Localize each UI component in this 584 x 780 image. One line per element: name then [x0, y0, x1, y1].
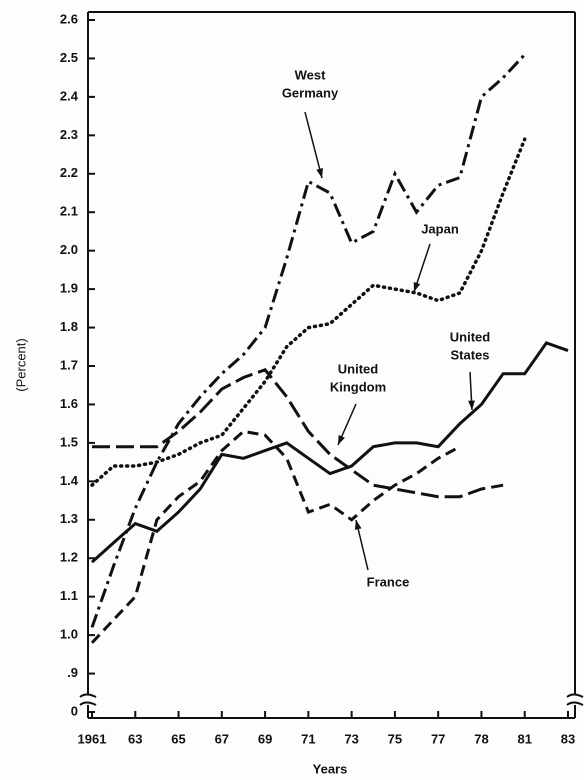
annotation: Japan [421, 221, 459, 236]
annotation: West [295, 67, 326, 82]
x-axis-label: Years [313, 761, 348, 776]
x-tick-label: 71 [301, 731, 315, 746]
y-tick-label: 1.5 [60, 434, 78, 449]
y-tick-label: 2.6 [60, 11, 78, 26]
y-tick-label: 2.5 [60, 50, 78, 65]
annotation: Kingdom [330, 379, 386, 394]
annotation: France [367, 574, 410, 589]
series-line [91, 341, 569, 564]
series-line [90, 53, 526, 628]
x-tick-label: 69 [258, 731, 272, 746]
x-tick-label: 83 [561, 731, 575, 746]
arrow-head [338, 435, 345, 445]
x-tick-label: 63 [128, 731, 142, 746]
arrow-head [468, 400, 475, 410]
y-tick-label: 1.4 [60, 473, 79, 488]
annotation: United [338, 361, 379, 376]
series-line [92, 368, 504, 499]
y-tick-label: .9 [67, 665, 78, 680]
annotation: United [450, 329, 491, 344]
x-tick-label: 65 [171, 731, 185, 746]
y-axis-label: (Percent) [13, 338, 28, 391]
y-tick-label: 2.2 [60, 165, 78, 180]
y-tick-label: 0 [71, 703, 78, 718]
y-tick-label: 1.7 [60, 357, 78, 372]
arrow-head [413, 282, 421, 292]
series-line [90, 137, 527, 487]
y-tick-label: 1.1 [60, 588, 78, 603]
y-tick-label: 1.6 [60, 396, 78, 411]
y-tick-label: 1.9 [60, 281, 78, 296]
arrow-head [354, 520, 362, 530]
y-tick-label: 1.2 [60, 550, 78, 565]
x-tick-label: 73 [344, 731, 358, 746]
y-tick-label: 1.3 [60, 511, 78, 526]
x-tick-label: 67 [215, 731, 229, 746]
annotation-arrow [304, 111, 323, 179]
x-tick-label: 81 [517, 731, 531, 746]
y-tick-label: 2.4 [60, 88, 79, 103]
y-tick-label: 2.1 [60, 204, 78, 219]
arrow-head [316, 168, 323, 178]
axes [79, 11, 584, 719]
y-tick-label: 1.0 [60, 627, 78, 642]
annotation: States [450, 347, 489, 362]
annotation: Germany [282, 85, 339, 100]
x-tick-label: 1961 [78, 731, 107, 746]
y-tick-label: 2.3 [60, 127, 78, 142]
series-line [90, 429, 461, 644]
x-tick-label: 77 [431, 731, 445, 746]
x-tick-label: 78 [474, 731, 488, 746]
y-tick-label: 2.0 [60, 242, 78, 257]
axis-break [566, 693, 584, 706]
x-tick-label: 75 [388, 731, 402, 746]
y-tick-label: 1.8 [60, 319, 78, 334]
axis-break [79, 693, 97, 706]
